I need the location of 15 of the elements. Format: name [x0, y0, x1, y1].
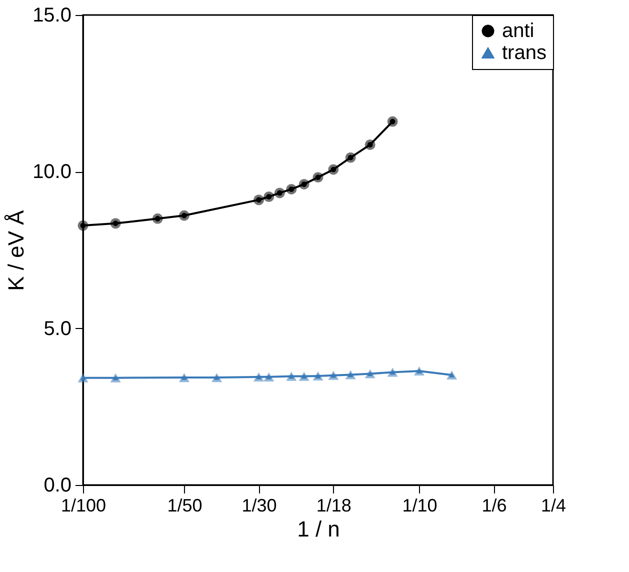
x-tick-label: 1/6: [482, 496, 507, 516]
x-tick-label: 1/10: [402, 496, 438, 516]
y-tick-label: 0.0: [44, 474, 72, 496]
x-tick-label: 1/50: [167, 496, 202, 516]
y-axis-title: K / eV Å: [4, 210, 29, 291]
x-tick-label: 1/4: [540, 496, 566, 516]
x-tick-label: 1/18: [316, 496, 352, 516]
x-tick-label: 1/100: [60, 496, 106, 516]
x-tick-label: 1/30: [242, 496, 277, 516]
x-axis-title: 1 / n: [297, 516, 340, 542]
y-tick-label: 10.0: [32, 161, 72, 184]
legend-label: trans: [502, 42, 546, 64]
y-tick-label: 15.0: [32, 4, 72, 26]
y-tick-label: 5.0: [44, 318, 72, 340]
legend-label: anti: [502, 20, 534, 42]
